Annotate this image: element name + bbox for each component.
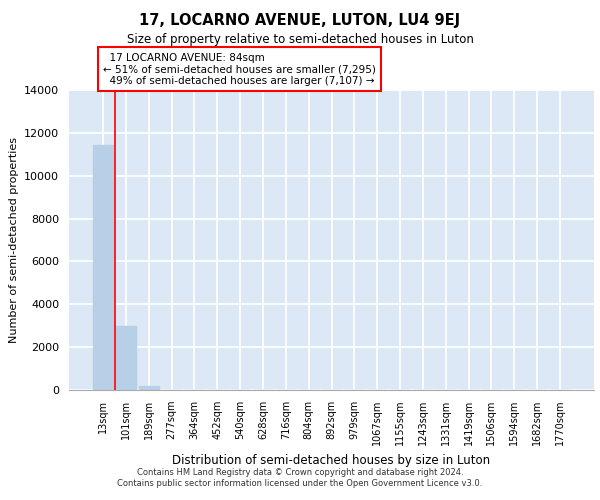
- Bar: [93, 144, 113, 390]
- Bar: [116, 326, 136, 390]
- Y-axis label: Number of semi-detached properties: Number of semi-detached properties: [8, 137, 19, 343]
- Bar: [139, 386, 159, 390]
- Text: 17 LOCARNO AVENUE: 84sqm
← 51% of semi-detached houses are smaller (7,295)
  49%: 17 LOCARNO AVENUE: 84sqm ← 51% of semi-d…: [103, 52, 376, 86]
- Text: Size of property relative to semi-detached houses in Luton: Size of property relative to semi-detach…: [127, 32, 473, 46]
- Text: 17, LOCARNO AVENUE, LUTON, LU4 9EJ: 17, LOCARNO AVENUE, LUTON, LU4 9EJ: [139, 12, 461, 28]
- Text: Contains HM Land Registry data © Crown copyright and database right 2024.
Contai: Contains HM Land Registry data © Crown c…: [118, 468, 482, 487]
- X-axis label: Distribution of semi-detached houses by size in Luton: Distribution of semi-detached houses by …: [172, 454, 491, 466]
